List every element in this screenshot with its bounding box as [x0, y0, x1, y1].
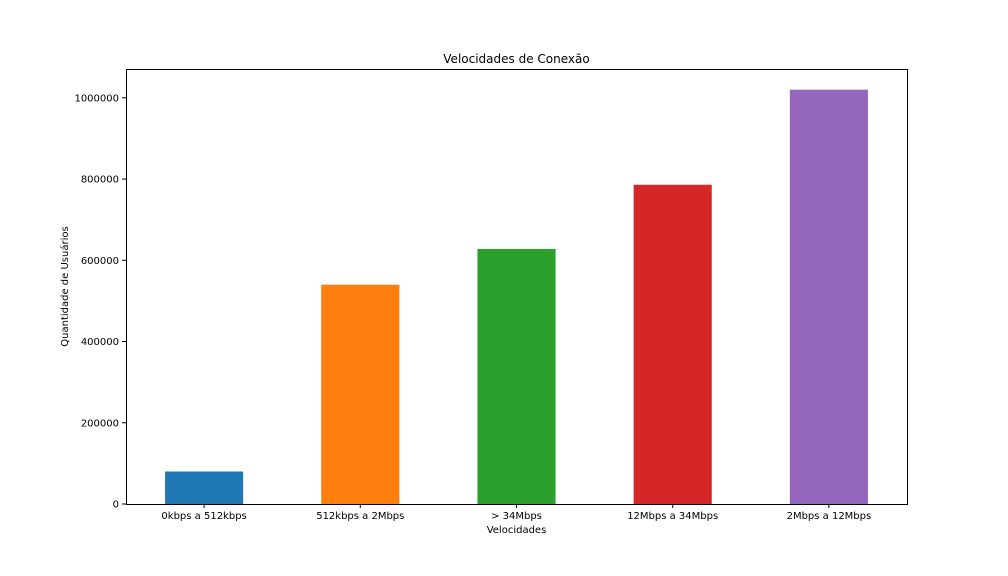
x-tick-label: 0kbps a 512kbps — [161, 511, 246, 522]
y-axis: 0 200000 400000 600000 800000 1000000 — [74, 93, 126, 511]
plot-frame — [126, 69, 908, 505]
y-axis-label: Quantidade de Usuários — [59, 226, 71, 346]
y-tick-label: 200000 — [81, 418, 119, 429]
y-tick-label: 400000 — [81, 337, 119, 348]
bars-group — [165, 89, 868, 505]
y-tick-label: 1000000 — [74, 93, 119, 104]
y-tick-label: 600000 — [81, 256, 119, 267]
x-tick-label: 512kbps a 2Mbps — [316, 511, 404, 522]
x-tick-label: 2Mbps a 12Mbps — [787, 511, 872, 522]
x-tick-label: > 34Mbps — [491, 511, 542, 522]
y-tick-label: 800000 — [81, 175, 119, 186]
x-tick-label: 12Mbps a 34Mbps — [627, 511, 718, 522]
bar-5 — [789, 89, 868, 504]
bar-4 — [633, 184, 712, 505]
bar-1 — [165, 471, 244, 504]
bar-3 — [477, 248, 556, 504]
bar-2 — [321, 284, 400, 504]
chart-title: Velocidades de Conexão — [443, 52, 589, 66]
y-tick-label: 0 — [113, 500, 119, 511]
x-axis-label: Velocidades — [487, 525, 547, 536]
